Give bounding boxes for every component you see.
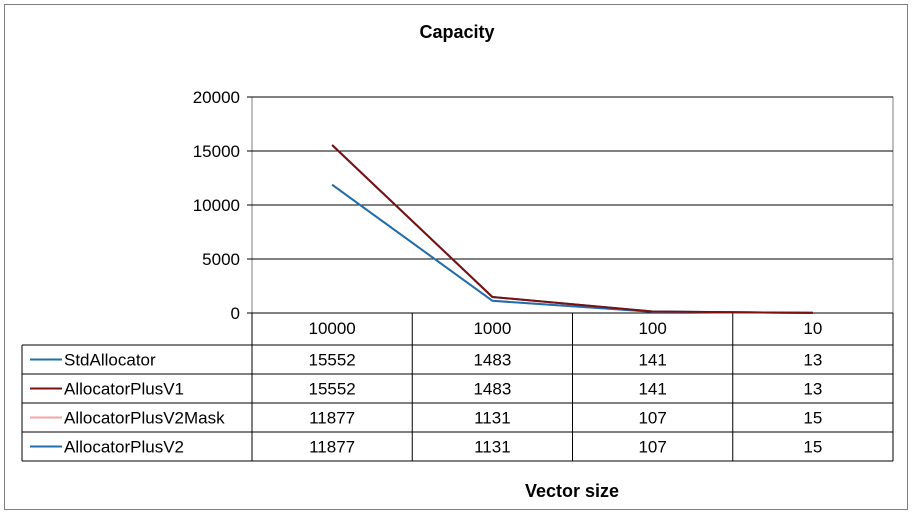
data-label: 1483 — [473, 351, 511, 370]
data-label: 13 — [803, 380, 822, 399]
series-line — [331, 183, 813, 314]
data-label: 141 — [638, 351, 666, 370]
x-tick-label: 10000 — [308, 319, 355, 338]
legend-label: AllocatorPlusV1 — [64, 380, 184, 399]
x-tick-label: 10 — [803, 319, 822, 338]
data-label: 15552 — [308, 351, 355, 370]
data-label: 15 — [803, 438, 822, 457]
series-lines — [331, 144, 813, 314]
chart-frame — [4, 4, 908, 510]
chart-title: Capacity — [419, 22, 495, 42]
series-line — [331, 144, 813, 314]
x-tick-label: 1000 — [473, 319, 511, 338]
data-table: 10000 1000 100 10 StdAllocator 15552 1483 141 13… — [21, 312, 894, 462]
y-tick-label: 20000 — [193, 88, 240, 107]
data-label: 107 — [638, 409, 666, 428]
x-tick-label: 100 — [638, 319, 666, 338]
data-label: 141 — [638, 380, 666, 399]
data-label: 1131 — [474, 409, 511, 428]
y-tick-label: 10000 — [193, 196, 240, 215]
legend-label: AllocatorPlusV2Mask — [64, 409, 225, 428]
y-tick-label: 15000 — [193, 142, 240, 161]
gridlines — [247, 96, 894, 314]
series-line — [331, 144, 813, 314]
data-label: 11877 — [309, 409, 355, 428]
data-label: 15552 — [308, 380, 355, 399]
x-axis-label: Vector size — [524, 481, 620, 501]
data-label: 107 — [638, 438, 666, 457]
y-tick-label: 0 — [231, 304, 240, 323]
data-label: 11877 — [309, 438, 355, 457]
y-axis-ticks: 0 5000 10000 15000 20000 — [193, 88, 240, 323]
data-label: 1131 — [474, 438, 511, 457]
series-line — [331, 183, 813, 314]
legend-label: AllocatorPlusV2 — [64, 438, 184, 457]
y-tick-label: 5000 — [202, 250, 240, 269]
data-label: 13 — [803, 351, 822, 370]
data-label: 1483 — [473, 380, 511, 399]
data-label: 15 — [803, 409, 822, 428]
legend-label: StdAllocator — [64, 351, 156, 370]
